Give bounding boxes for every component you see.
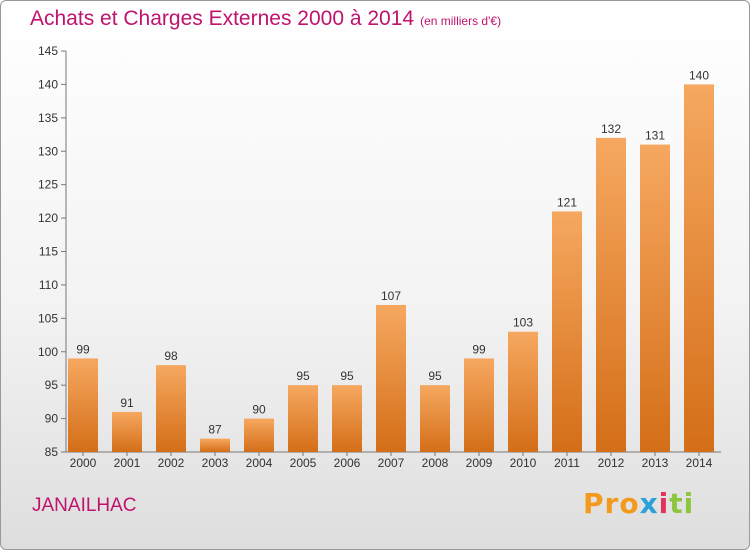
y-tick-label: 90 xyxy=(45,412,59,426)
bar xyxy=(684,84,714,453)
x-tick-label: 2003 xyxy=(202,456,229,470)
x-tick-label: 2011 xyxy=(554,456,580,470)
x-tick-label: 2001 xyxy=(114,456,141,470)
bar-value-label: 103 xyxy=(513,316,533,330)
bar-value-label: 121 xyxy=(557,195,577,209)
x-tick-label: 2008 xyxy=(422,456,449,470)
logo-part-4: ti xyxy=(669,487,695,520)
x-tick-label: 2013 xyxy=(642,456,669,470)
x-tick-label: 2002 xyxy=(158,456,185,470)
x-tick-label: 2000 xyxy=(70,456,97,470)
bar-value-label: 95 xyxy=(296,369,310,383)
bar-value-label: 91 xyxy=(120,396,134,410)
x-tick-label: 2004 xyxy=(246,456,273,470)
bar xyxy=(68,358,98,452)
bar-value-label: 98 xyxy=(164,349,178,363)
bar xyxy=(420,385,450,452)
x-tick-label: 2012 xyxy=(598,456,625,470)
logo-part-2: x xyxy=(639,487,659,520)
bar-value-label: 99 xyxy=(472,342,486,356)
x-tick-label: 2010 xyxy=(510,456,537,470)
bar-value-label: 132 xyxy=(601,122,621,136)
bar xyxy=(288,385,318,452)
bar xyxy=(508,331,538,452)
chart-title: Achats et Charges Externes 2000 à 2014 (e… xyxy=(30,7,501,31)
unit-note: (en milliers d'€) xyxy=(420,14,502,28)
x-tick-label: 2006 xyxy=(334,456,361,470)
y-tick-label: 145 xyxy=(38,44,58,58)
bar xyxy=(596,137,626,452)
bar xyxy=(332,385,362,452)
bar xyxy=(244,418,274,452)
logo-part-3: i xyxy=(658,487,670,520)
y-tick-label: 120 xyxy=(38,211,58,225)
bar xyxy=(640,144,670,453)
y-tick-label: 140 xyxy=(38,77,58,91)
bar xyxy=(156,365,186,452)
bar-value-label: 87 xyxy=(208,423,222,437)
bar xyxy=(112,411,142,452)
y-tick-label: 100 xyxy=(38,345,58,359)
bar-value-label: 107 xyxy=(381,289,401,303)
bar-value-label: 95 xyxy=(340,369,354,383)
bar-value-label: 140 xyxy=(689,68,709,82)
chart-title-text: Achats et Charges Externes 2000 à 2014 xyxy=(30,7,415,30)
bar-value-label: 95 xyxy=(428,369,442,383)
place-name: JANAILHAC xyxy=(32,495,137,516)
y-tick-label: 85 xyxy=(45,445,59,459)
x-tick-label: 2014 xyxy=(686,456,713,470)
y-tick-label: 115 xyxy=(39,245,58,259)
bar-value-label: 131 xyxy=(645,129,665,143)
y-tick-label: 135 xyxy=(38,111,58,125)
bar-value-label: 99 xyxy=(76,342,90,356)
y-tick-label: 125 xyxy=(38,178,58,192)
x-tick-label: 2009 xyxy=(466,456,493,470)
y-tick-label: 130 xyxy=(38,144,58,158)
bar xyxy=(200,438,230,452)
x-tick-label: 2007 xyxy=(378,456,405,470)
bar xyxy=(376,304,406,452)
bar xyxy=(552,211,582,452)
y-tick-label: 110 xyxy=(39,278,58,292)
bar-value-label: 90 xyxy=(252,403,266,417)
proxiti-logo: Proxiti xyxy=(583,487,694,520)
bar xyxy=(464,358,494,452)
x-tick-label: 2005 xyxy=(290,456,317,470)
y-tick-label: 95 xyxy=(45,378,59,392)
y-tick-label: 105 xyxy=(38,311,58,325)
logo-part-1: Pro xyxy=(583,487,640,520)
